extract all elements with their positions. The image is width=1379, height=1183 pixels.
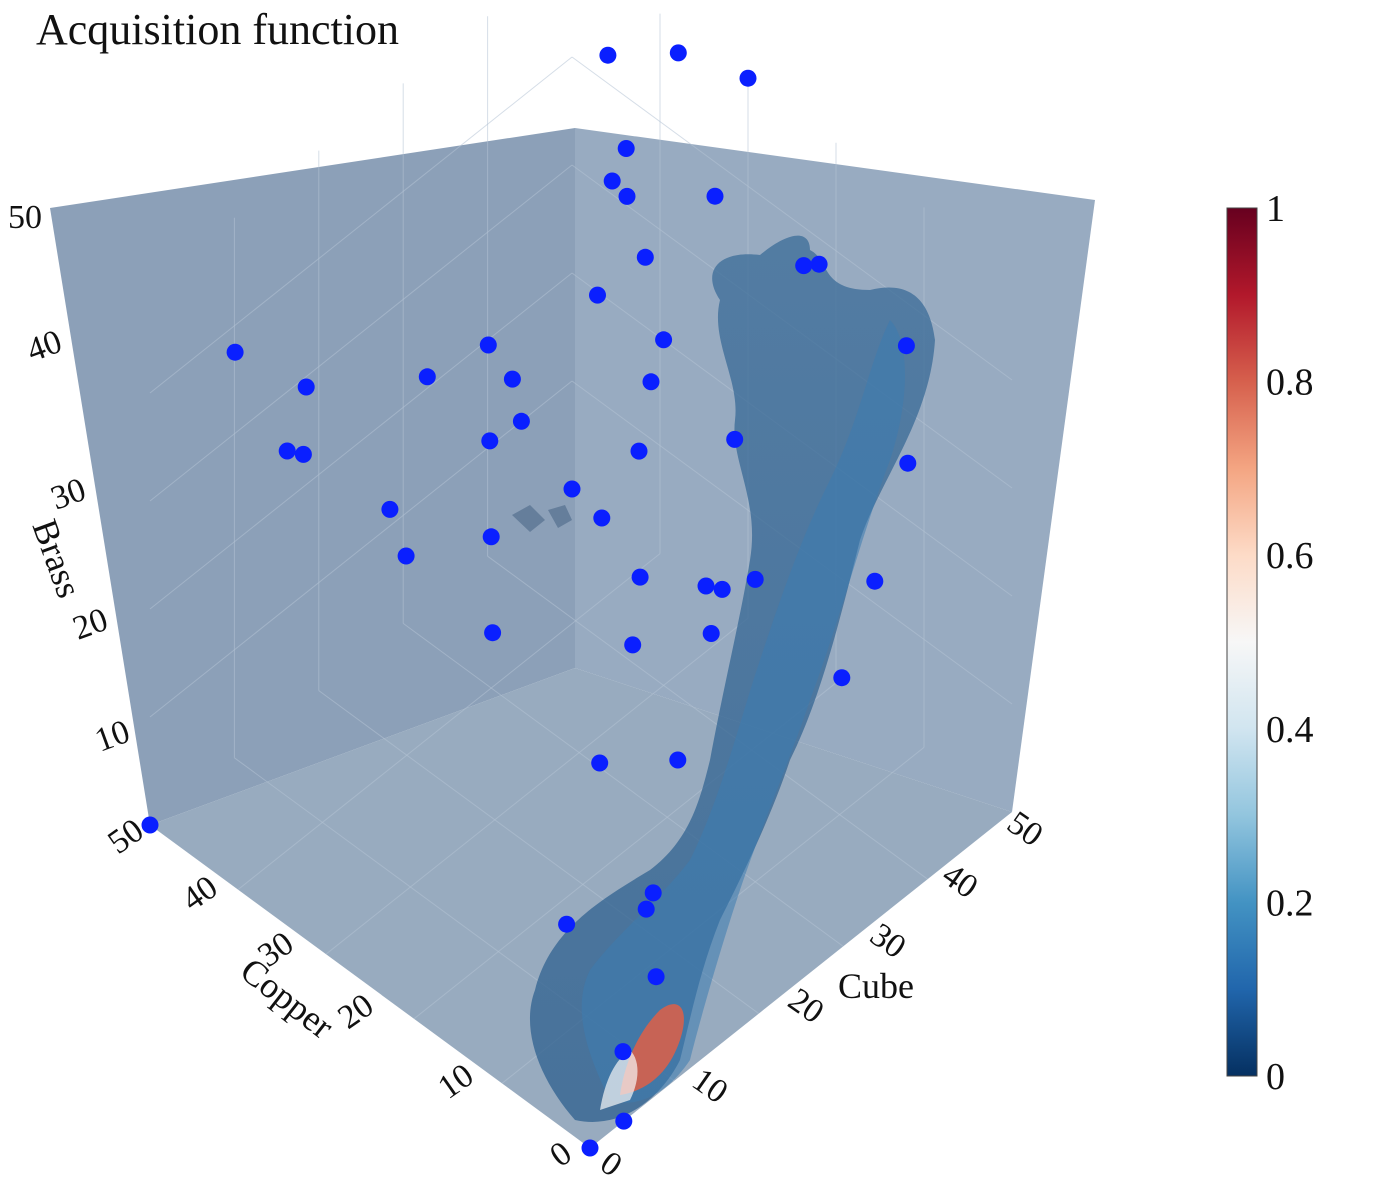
colorbar-tick: 1 <box>1266 188 1285 230</box>
grid-line <box>402 622 844 947</box>
z-tick: 30 <box>46 471 91 517</box>
data-point[interactable] <box>614 1043 632 1061</box>
chart-title: Acquisition function <box>36 5 399 54</box>
colorbar-gradient <box>1226 207 1258 1077</box>
scene-walls <box>50 128 1095 1148</box>
data-point[interactable] <box>636 248 654 266</box>
data-point[interactable] <box>702 625 720 642</box>
data-point[interactable] <box>589 286 606 304</box>
colorbar-tick: 0.8 <box>1266 362 1314 404</box>
isosurface-outer <box>529 235 935 1122</box>
isosurface-hotspot-rim <box>600 1050 638 1110</box>
grid-line <box>487 555 928 880</box>
data-point[interactable] <box>630 442 648 460</box>
data-point[interactable] <box>706 187 724 205</box>
data-point[interactable] <box>581 1139 599 1157</box>
data-point[interactable] <box>795 257 813 275</box>
data-point[interactable] <box>866 572 884 590</box>
grid-line <box>571 56 1013 381</box>
data-point[interactable] <box>618 187 636 205</box>
data-point[interactable] <box>697 577 715 595</box>
data-point[interactable] <box>591 754 609 772</box>
data-point[interactable] <box>226 343 244 361</box>
data-point[interactable] <box>294 445 312 463</box>
isosurface <box>512 235 935 1122</box>
colorbar-tick: 0.4 <box>1266 709 1314 751</box>
data-point[interactable] <box>726 430 744 448</box>
grid-line <box>149 380 573 718</box>
isosurface-inner <box>581 320 905 1103</box>
data-point[interactable] <box>481 432 499 450</box>
z-tick: 10 <box>90 713 135 759</box>
grid-line <box>149 56 573 394</box>
data-point[interactable] <box>278 442 296 460</box>
y-tick: 50 <box>101 812 150 862</box>
data-point[interactable] <box>297 378 315 396</box>
data-point[interactable] <box>833 669 851 687</box>
data-point[interactable] <box>642 373 660 391</box>
data-point[interactable] <box>669 751 687 769</box>
x-axis-title: Cube <box>838 966 914 1006</box>
isosurface-fragment <box>512 505 572 532</box>
data-point[interactable] <box>624 636 642 654</box>
grid-line <box>149 272 573 610</box>
data-point[interactable] <box>637 900 655 918</box>
data-point[interactable] <box>655 331 673 349</box>
data-point[interactable] <box>899 454 917 472</box>
z-axis-title: Brass <box>24 514 89 603</box>
x-tick: 10 <box>685 1061 734 1111</box>
data-point[interactable] <box>558 915 576 933</box>
data-point[interactable] <box>484 624 502 642</box>
y-tick: 10 <box>431 1057 480 1107</box>
data-point[interactable] <box>479 336 497 354</box>
data-point[interactable] <box>713 580 731 598</box>
z-tick: 50 <box>8 199 42 236</box>
data-point[interactable] <box>631 568 649 586</box>
data-point[interactable] <box>603 172 621 190</box>
data-point[interactable] <box>897 337 915 355</box>
y-tick: 40 <box>175 869 224 919</box>
colorbar-tick: 0.2 <box>1266 882 1314 924</box>
data-point[interactable] <box>397 547 415 565</box>
data-point[interactable] <box>669 44 687 62</box>
y-tick: 0 <box>543 1134 578 1174</box>
scatter-points <box>141 44 917 1157</box>
grid-line <box>237 553 661 890</box>
left-wall <box>50 128 575 825</box>
data-point[interactable] <box>746 570 764 588</box>
data-point[interactable] <box>141 816 159 834</box>
colorbar-tick: 0 <box>1266 1056 1285 1098</box>
data-point[interactable] <box>482 528 500 546</box>
data-point[interactable] <box>563 480 581 498</box>
data-point[interactable] <box>593 509 611 527</box>
data-point[interactable] <box>615 1112 633 1130</box>
grid-line <box>325 617 749 955</box>
data-point[interactable] <box>810 255 828 273</box>
data-point[interactable] <box>617 140 635 157</box>
z-tick: 40 <box>22 323 67 369</box>
y-tick: 20 <box>331 987 380 1037</box>
data-point[interactable] <box>644 884 662 902</box>
grid-line <box>149 164 573 502</box>
data-point[interactable] <box>418 368 436 386</box>
colorbar-tick: 0.6 <box>1266 535 1314 577</box>
data-point[interactable] <box>599 46 617 64</box>
z-tick: 20 <box>68 601 113 647</box>
colorbar: 0 0.2 0.4 0.6 0.8 1 <box>1226 188 1314 1098</box>
data-point[interactable] <box>381 500 399 518</box>
data-point[interactable] <box>647 968 665 986</box>
data-point[interactable] <box>503 370 521 388</box>
x-tick: 0 <box>593 1144 628 1183</box>
data-point[interactable] <box>739 69 757 87</box>
data-point[interactable] <box>512 412 530 430</box>
